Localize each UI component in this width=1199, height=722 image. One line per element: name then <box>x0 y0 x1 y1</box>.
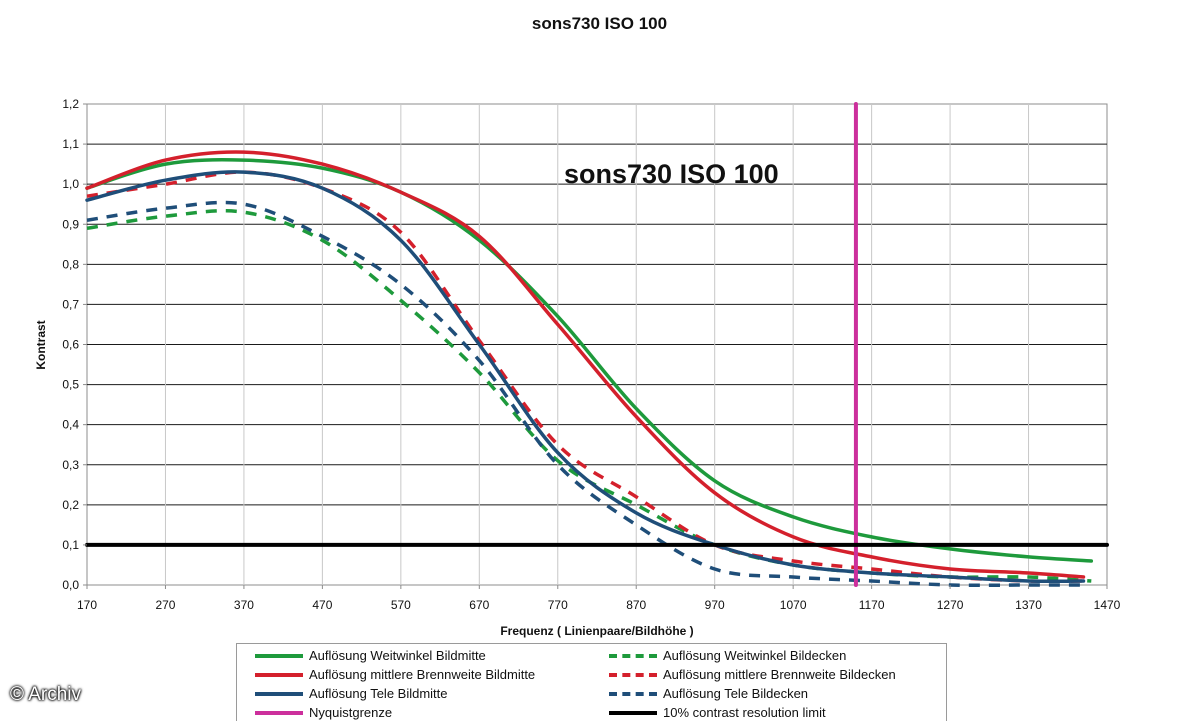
legend-item: Auflösung Weitwinkel Bildmitte <box>255 646 486 665</box>
y-tick-label: 0,4 <box>62 418 79 432</box>
legend-label: Auflösung mittlere Brennweite Bildmitte <box>309 667 536 682</box>
legend-label: 10% contrast resolution limit <box>663 705 826 720</box>
y-tick-label: 1,1 <box>62 137 79 151</box>
x-tick-label: 1370 <box>1015 598 1042 612</box>
legend-label: Auflösung Weitwinkel Bildecken <box>663 648 847 663</box>
legend-label: Auflösung Tele Bildecken <box>663 686 809 701</box>
y-tick-label: 0,0 <box>62 578 79 592</box>
legend-swatch <box>255 653 303 658</box>
y-tick-label: 1,2 <box>62 97 79 111</box>
legend-swatch <box>609 691 657 696</box>
x-tick-label: 370 <box>234 598 254 612</box>
x-tick-label: 1070 <box>780 598 807 612</box>
x-tick-label: 1170 <box>859 598 885 612</box>
legend-item: Auflösung Tele Bildmitte <box>255 684 448 703</box>
series-line-aufloesung-mittlere-brennweite-bildecken-dashed <box>86 170 1084 584</box>
chart-title: sons730 ISO 100 <box>531 14 668 33</box>
legend-label: Auflösung Tele Bildmitte <box>309 686 448 701</box>
y-tick-label: 0,7 <box>62 297 79 311</box>
legend-item: Nyquistgrenze <box>255 703 392 722</box>
legend-label: Nyquistgrenze <box>309 705 393 720</box>
legend-swatch <box>609 672 657 677</box>
legend-swatch <box>255 672 303 677</box>
y-tick-label: 0,3 <box>62 458 79 472</box>
x-tick-label: 770 <box>548 598 568 612</box>
x-tick-label: 470 <box>312 598 332 612</box>
y-tick-label: 0,8 <box>62 257 79 271</box>
watermark: © Archiv <box>10 684 82 705</box>
legend-item: Auflösung mittlere Brennweite Bildecken <box>609 665 896 684</box>
x-tick-label: 970 <box>705 598 725 612</box>
y-axis-label: Kontrast <box>34 320 48 369</box>
legend-label: Auflösung mittlere Brennweite Bildecken <box>663 667 896 682</box>
legend-item: Auflösung Tele Bildecken <box>609 684 808 703</box>
legend-label: Auflösung Weitwinkel Bildmitte <box>309 648 486 663</box>
x-axis-label: Frequenz ( Linienpaare/Bildhöhe ) <box>500 624 693 638</box>
legend-swatch <box>609 710 657 715</box>
series-line-aufloesung-weitwinkel-bildecken-dashed <box>86 209 1092 583</box>
x-tick-label: 670 <box>469 598 489 612</box>
tick-layer: 0,0 0,1 0,2 0,3 0,4 0,5 0,6 0,7 0,8 0,9 1,0 1,1 1,2 1… <box>62 97 1120 612</box>
legend-swatch <box>255 710 303 715</box>
y-tick-label: 0,9 <box>62 217 79 231</box>
grid-layer <box>87 104 1107 585</box>
x-tick-label: 570 <box>391 598 411 612</box>
legend-swatch <box>255 691 303 696</box>
legend-item: 10% contrast resolution limit <box>609 703 826 722</box>
y-tick-label: 0,2 <box>62 498 79 512</box>
legend-item: Auflösung mittlere Brennweite Bildmitte <box>255 665 535 684</box>
legend-swatch <box>609 653 657 658</box>
x-tick-label: 1270 <box>937 598 964 612</box>
y-tick-label: 1,0 <box>62 177 79 191</box>
inner-chart-title: sons730 ISO 100 <box>564 159 779 189</box>
x-tick-label: 270 <box>155 598 175 612</box>
y-tick-label: 0,1 <box>62 538 79 552</box>
y-tick-label: 0,6 <box>62 338 79 352</box>
series-layer <box>85 102 1109 588</box>
x-tick-label: 1470 <box>1094 598 1121 612</box>
legend-item: Auflösung Weitwinkel Bildecken <box>609 646 846 665</box>
x-tick-label: 870 <box>626 598 646 612</box>
legend: Auflösung Weitwinkel Bildmitte Auflösung … <box>236 643 947 721</box>
x-tick-label: 170 <box>77 598 97 612</box>
series-line-aufloesung-mittlere-brennweite-bildmitte <box>85 150 1086 579</box>
series-line-aufloesung-tele-bildmitte <box>85 170 1086 584</box>
y-tick-label: 0,5 <box>62 378 79 392</box>
